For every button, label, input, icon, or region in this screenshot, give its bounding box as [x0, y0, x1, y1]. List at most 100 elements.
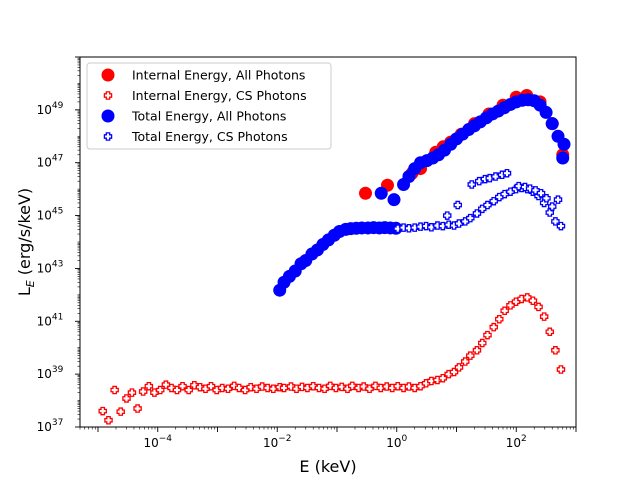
data-point [442, 211, 452, 220]
legend-entry-4: Total Energy, CS Photons [103, 129, 288, 144]
legend-marker [101, 109, 115, 123]
data-point [104, 416, 113, 425]
data-point [387, 193, 401, 207]
legend-marker [103, 91, 113, 100]
x-tick-label: 100 [386, 434, 407, 450]
data-point [427, 223, 436, 232]
data-point [539, 312, 549, 321]
data-point [133, 404, 142, 413]
series-3 [273, 93, 571, 297]
data-point [454, 363, 464, 372]
data-point [545, 327, 555, 337]
data-point [449, 367, 459, 377]
data-point [223, 384, 233, 394]
legend-entries: Internal Energy, All Photons Internal Ene… [101, 68, 307, 144]
data-point [539, 105, 553, 119]
data-point [551, 346, 560, 355]
data-point [144, 381, 154, 391]
data-point [297, 382, 307, 392]
y-tick-label: 1045 [37, 207, 64, 223]
y-tick-label: 1049 [37, 101, 64, 117]
x-axis-label: E (keV) [299, 457, 356, 476]
data-point [528, 296, 538, 305]
data-point [438, 373, 448, 383]
series-layer [98, 88, 571, 425]
data-point [234, 383, 244, 393]
data-point [542, 194, 551, 203]
data-point [421, 221, 431, 231]
x-tick-label: 102 [506, 434, 527, 450]
data-point [217, 383, 227, 393]
data-point [514, 181, 523, 191]
legend-entry-2: Internal Energy, CS Photons [103, 88, 307, 103]
y-tick-label: 1047 [37, 154, 64, 170]
data-point [502, 168, 512, 178]
data-point [545, 117, 559, 131]
data-point [489, 322, 498, 332]
x-axis-ticks: 10−4 10−2 100 102 [79, 427, 577, 450]
data-point [359, 186, 373, 200]
y-tick-label: 1039 [37, 365, 64, 381]
data-point [500, 306, 509, 316]
data-point [427, 376, 436, 386]
data-point [453, 200, 463, 210]
legend-label: Total Energy, All Photons [131, 109, 286, 124]
data-point [545, 208, 555, 217]
y-tick-label: 1041 [37, 312, 64, 328]
legend-box [86, 62, 332, 150]
data-point [557, 137, 571, 151]
x-tick-label: 10−4 [143, 434, 172, 450]
y-axis-ticks: 1037 1039 1041 1043 1045 1047 1049 [37, 56, 80, 434]
data-point [489, 196, 498, 206]
legend: Internal Energy, All Photons Internal Ene… [86, 62, 332, 150]
data-point [556, 221, 566, 231]
data-point [553, 195, 563, 204]
data-point [314, 383, 324, 393]
data-point [110, 385, 119, 395]
data-point [269, 384, 278, 394]
data-point [116, 407, 125, 416]
data-point [275, 382, 284, 392]
data-point [547, 202, 557, 211]
legend-marker [103, 132, 113, 141]
data-point [556, 365, 566, 374]
data-point [491, 172, 500, 181]
data-point [460, 357, 470, 366]
y-tick-label: 1037 [37, 418, 64, 434]
legend-marker [101, 68, 115, 82]
data-point [454, 219, 464, 228]
series-4 [393, 168, 566, 233]
y-tick-label: 1043 [37, 259, 64, 275]
data-point [467, 180, 476, 189]
legend-label: Internal Energy, CS Photons [132, 88, 307, 103]
data-point [122, 394, 131, 403]
y-axis-label: LE (erg/s/keV) [15, 188, 37, 296]
data-point [483, 200, 492, 210]
data-point [374, 186, 388, 200]
x-tick-label: 10−2 [263, 434, 292, 450]
data-point [138, 387, 148, 396]
data-point [376, 383, 386, 393]
legend-entry-1: Internal Energy, All Photons [101, 68, 305, 83]
data-point [466, 351, 475, 360]
data-point [347, 381, 357, 391]
data-point [263, 383, 272, 393]
data-point [155, 385, 165, 395]
data-point [534, 302, 543, 312]
data-point [556, 151, 570, 165]
data-point [478, 338, 487, 348]
data-point [98, 406, 107, 416]
data-point [127, 388, 137, 397]
legend-entry-3: Total Energy, All Photons [101, 109, 286, 124]
data-point [178, 381, 187, 391]
data-point [483, 330, 492, 340]
series-2 [98, 293, 566, 425]
legend-label: Total Energy, CS Photons [131, 129, 288, 144]
data-point [444, 220, 453, 229]
data-point [466, 213, 475, 223]
data-point [472, 346, 482, 355]
data-point [495, 314, 504, 324]
data-point [399, 223, 408, 232]
data-point [184, 385, 193, 395]
